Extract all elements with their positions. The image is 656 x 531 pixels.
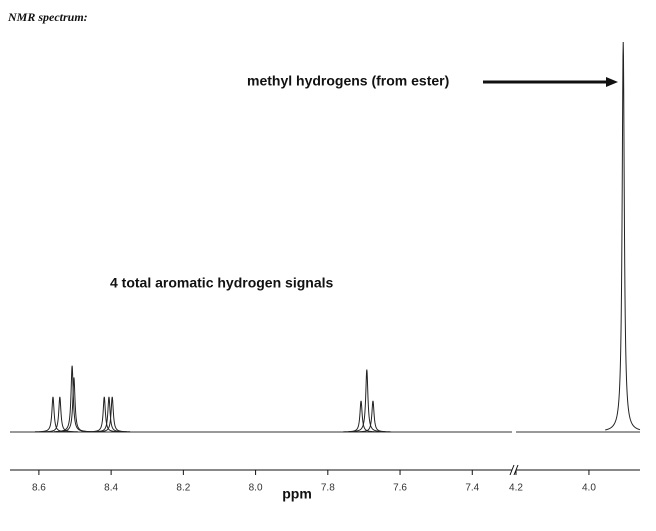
peak [94,396,131,433]
annotation: 4 total aromatic hydrogen signals [110,275,333,291]
x-tick-label: 7.8 [321,483,335,494]
axis-break [509,464,515,476]
x-tick-label: 8.4 [104,483,118,494]
arrow-head [606,77,618,87]
peak [41,396,78,433]
peak [34,396,71,433]
x-tick-label: 7.4 [465,483,479,494]
peak [348,369,385,433]
x-tick-label: 4.2 [509,483,523,494]
peak [354,400,391,433]
annotation: methyl hydrogens (from ester) [247,73,449,89]
peak [86,396,123,433]
axis-break [513,464,519,476]
x-tick-label: 7.6 [393,483,407,494]
x-tick-label: 4.0 [582,483,596,494]
x-axis-label: ppm [282,486,312,502]
x-tick-label: 8.6 [32,483,46,494]
peak [55,377,92,433]
x-tick-label: 8.2 [176,483,190,494]
peak [605,41,641,431]
x-tick-label: 8.0 [249,483,263,494]
chart-title: NMR spectrum: [7,10,88,24]
